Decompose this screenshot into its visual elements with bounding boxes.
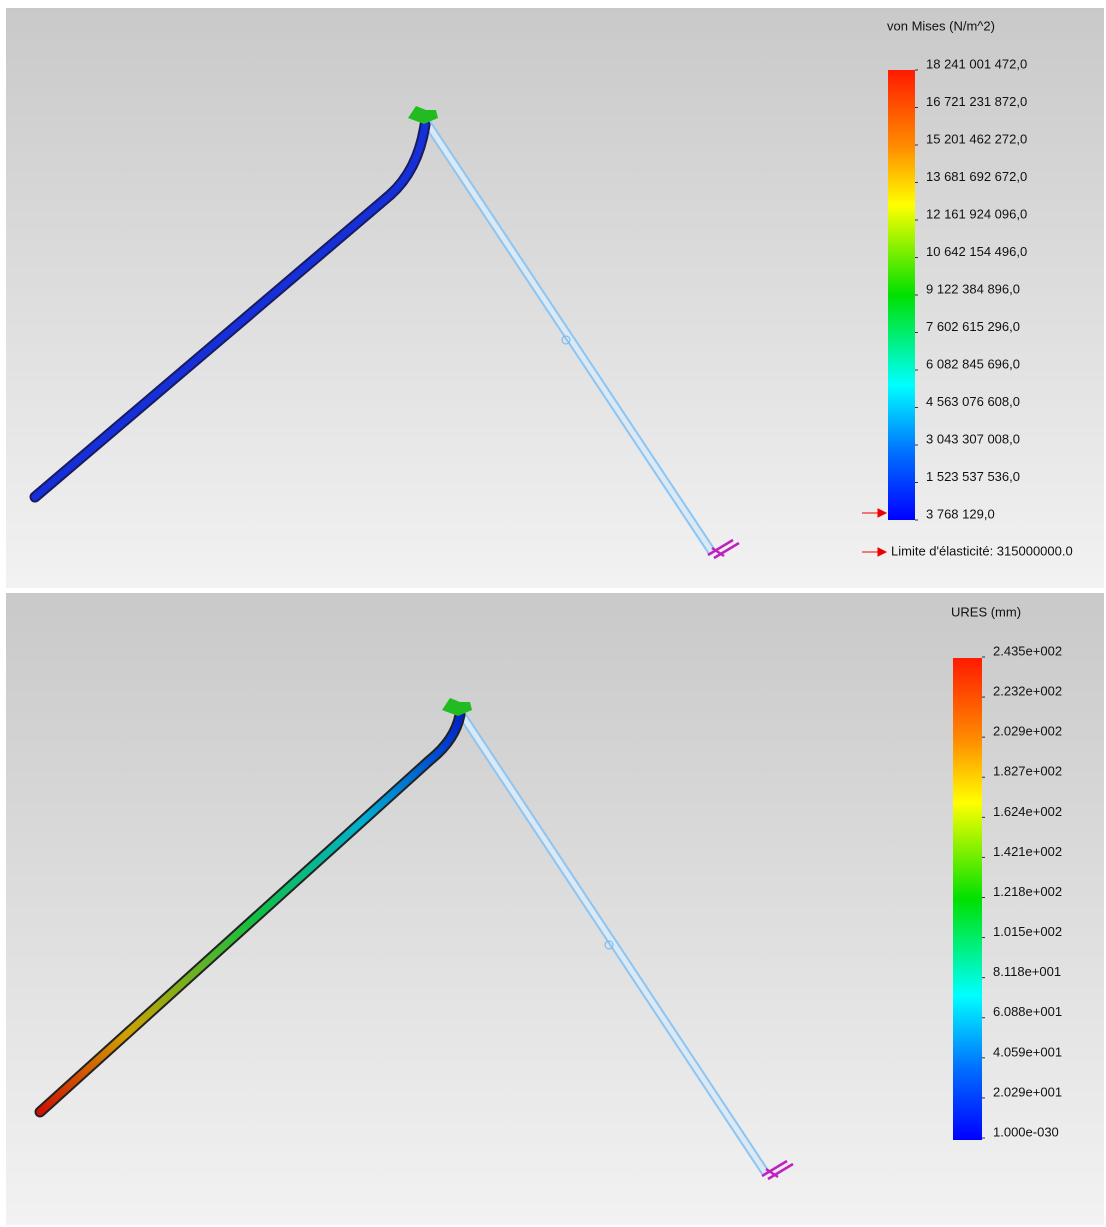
- legend-label: 10 642 154 496,0: [926, 244, 1027, 259]
- legend-label: 7 602 615 296,0: [926, 319, 1020, 334]
- viewport: [6, 593, 1104, 1225]
- color-bar: [953, 658, 982, 1140]
- legend-label: 1.015e+002: [993, 924, 1062, 939]
- color-bar: [888, 70, 915, 520]
- legend-label: 4 563 076 608,0: [926, 394, 1020, 409]
- legend-label: 1.000e-030: [993, 1124, 1059, 1139]
- legend-label: 1.827e+002: [993, 764, 1062, 779]
- legend-label: 8.118e+001: [993, 964, 1061, 979]
- legend-label: 3 043 307 008,0: [926, 431, 1020, 446]
- legend-label: 6.088e+001: [993, 1004, 1062, 1019]
- legend-label: 1 523 537 536,0: [926, 469, 1020, 484]
- legend-title: von Mises (N/m^2): [887, 18, 995, 33]
- legend-label: 4.059e+001: [993, 1044, 1062, 1059]
- legend-label: 6 082 845 696,0: [926, 356, 1020, 371]
- legend-label: 16 721 231 872,0: [926, 94, 1027, 109]
- yield-limit: Limite d'élasticité: 315000000.0: [891, 543, 1073, 558]
- legend-label: 2.232e+002: [993, 684, 1062, 699]
- legend-label: 12 161 924 096,0: [926, 206, 1027, 221]
- legend-label: 2.029e+002: [993, 724, 1062, 739]
- legend-title: URES (mm): [951, 604, 1021, 619]
- legend-label: 15 201 462 272,0: [926, 131, 1027, 146]
- legend-label: 13 681 692 672,0: [926, 169, 1027, 184]
- legend-label: 1.421e+002: [993, 844, 1062, 859]
- legend-label: 9 122 384 896,0: [926, 281, 1020, 296]
- legend-label: 1.218e+002: [993, 884, 1062, 899]
- legend-label: 1.624e+002: [993, 804, 1062, 819]
- legend-label: 3 768 129,0: [926, 506, 995, 521]
- legend-label: 18 241 001 472,0: [926, 56, 1027, 71]
- legend-label: 2.029e+001: [993, 1084, 1062, 1099]
- screenshot: von Mises (N/m^2) 18 241 001 472,0 16 721 …: [0, 0, 1106, 1227]
- legend-label: 2.435e+002: [993, 643, 1062, 658]
